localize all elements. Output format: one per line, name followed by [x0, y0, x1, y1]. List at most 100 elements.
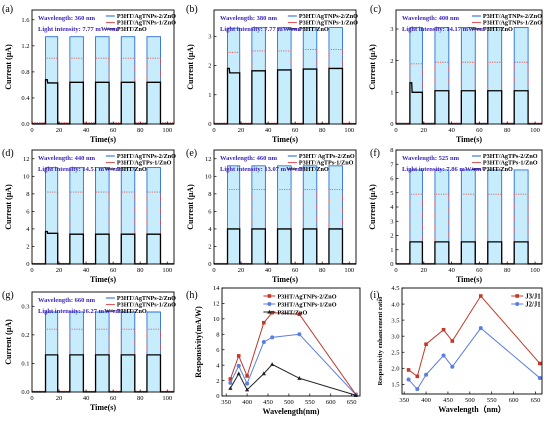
- legend-marker: [515, 302, 520, 306]
- y-tick-label: 0: [216, 393, 219, 400]
- x-tick-label: 0: [394, 127, 397, 134]
- x-tick-label: 450: [263, 399, 273, 406]
- data-point: [270, 362, 275, 366]
- wavelength-note: Wavelength: 460 nm: [220, 155, 278, 162]
- data-point: [441, 353, 446, 358]
- data-point: [245, 381, 250, 386]
- on-period-fill: [95, 36, 110, 124]
- legend-marker: [515, 294, 519, 298]
- series-line-p3ht-agtps-1-zno: [214, 189, 356, 264]
- y-tick-label: 8: [216, 331, 219, 338]
- x-tick-label: 40: [448, 267, 455, 274]
- x-tick-label: 60: [110, 127, 117, 134]
- plot-frame: [221, 287, 361, 397]
- y-tick-label: 0.0: [21, 389, 29, 396]
- x-tick-label: 20: [238, 267, 245, 274]
- intensity-note: Light intensity: 7.77 mW/cm²: [38, 26, 119, 33]
- data-point: [406, 377, 411, 382]
- y-tick-label: 10: [213, 316, 220, 323]
- x-tick-label: 0: [212, 127, 215, 134]
- data-point: [236, 354, 241, 358]
- x-tick-label: 40: [265, 267, 272, 274]
- on-period-fill: [303, 165, 317, 264]
- series-line-p3ht-agtnps-2-zno: [32, 311, 174, 392]
- panel-a: (a) P3HT/AgTNPs-2/ZnOP3HT/AgTNPs-1/ZnOP3H…: [2, 4, 176, 144]
- data-point: [478, 294, 483, 298]
- on-period-fill: [487, 27, 502, 124]
- on-period-fill: [69, 36, 84, 124]
- y-tick-label: 8: [208, 191, 211, 198]
- y-tick-label: 2: [390, 233, 393, 240]
- series-line-p3ht-zno: [214, 67, 356, 125]
- panel-label: (a): [2, 4, 13, 15]
- on-period-fill: [461, 169, 476, 264]
- y-tick-label: 0.3: [21, 303, 29, 310]
- data-point: [478, 326, 483, 331]
- y-tick-label: 0.4: [21, 95, 30, 102]
- y-axis-label: Current (μA): [4, 184, 13, 230]
- y-tick-label: 6: [26, 209, 30, 216]
- data-point: [228, 380, 233, 385]
- y-tick-label: 4: [26, 226, 30, 233]
- y-tick-label: 10: [23, 174, 30, 181]
- x-tick-label: 400: [421, 397, 431, 404]
- plot-frame: [401, 287, 543, 395]
- x-tick-label: 0: [212, 267, 215, 274]
- legend-label: P3HT/ZnO: [299, 166, 329, 173]
- on-period-fill: [69, 167, 84, 264]
- legend-marker: [267, 309, 272, 314]
- legend-label: P3HT/AgTNPs-1/ZnO: [117, 302, 176, 309]
- x-tick-label: 80: [504, 127, 511, 134]
- on-period-fill: [514, 27, 529, 124]
- on-period-fill: [121, 312, 135, 392]
- plot-frame: [395, 9, 543, 125]
- x-tick-label: 60: [110, 395, 117, 402]
- x-axis-label: Time(s): [90, 135, 116, 144]
- x-tick-label: 0: [30, 267, 33, 274]
- on-period-fill: [328, 165, 343, 264]
- y-tick-label: 2: [216, 378, 219, 385]
- on-period-fill: [45, 312, 58, 392]
- data-point: [228, 377, 233, 381]
- x-tick-label: 80: [137, 127, 144, 134]
- y-tick-label: 1.5: [391, 382, 399, 389]
- y-tick-label: 4: [208, 226, 212, 233]
- x-tick-label: 600: [509, 397, 519, 404]
- on-period-fill: [227, 165, 240, 264]
- y-tick-label: 6: [208, 209, 212, 216]
- y-tick-label: 2.0: [391, 366, 399, 373]
- panel-label: (d): [2, 148, 14, 159]
- y-axis-label: Responsivity(mA/W): [194, 306, 203, 378]
- series-line-p3ht-zno: [32, 354, 174, 393]
- x-tick-label: 350: [399, 397, 409, 404]
- y-tick-label: 4.5: [391, 285, 399, 292]
- legend-marker: [267, 294, 272, 298]
- y-tick-label: 2.5: [391, 349, 399, 356]
- series-line-p3ht-agtnps-1-zno: [229, 333, 357, 396]
- legend-label: P3HT/ZnO: [277, 309, 307, 316]
- panel-label: (i): [370, 290, 379, 301]
- x-tick-label: 80: [319, 267, 326, 274]
- legend-label: P3HT/AgTNPs-1/ZnO: [277, 301, 336, 308]
- legend-label: P3HT/AgTPs-1/ZnO: [483, 160, 538, 167]
- y-tick-label: 14: [213, 285, 220, 292]
- x-tick-label: 550: [305, 399, 315, 406]
- x-axis-label: Time(s): [272, 135, 298, 144]
- x-tick-label: 0: [30, 395, 33, 402]
- intensity-note: Light intensity: 16.27 mW/cm²: [38, 308, 123, 315]
- x-tick-label: 100: [162, 395, 172, 402]
- x-tick-label: 100: [344, 267, 354, 274]
- x-tick-label: 40: [265, 127, 272, 134]
- x-tick-label: 20: [421, 127, 428, 134]
- x-tick-label: 20: [421, 267, 428, 274]
- x-axis-label: Time(s): [456, 135, 482, 144]
- data-point: [406, 368, 411, 372]
- x-tick-label: 20: [56, 127, 63, 134]
- y-axis-label: Current (μA): [368, 184, 377, 230]
- on-period-fill: [303, 27, 317, 124]
- data-point: [236, 363, 241, 368]
- x-tick-label: 600: [326, 399, 336, 406]
- x-tick-label: 550: [487, 397, 497, 404]
- on-period-fill: [277, 27, 292, 124]
- x-tick-label: 80: [137, 267, 144, 274]
